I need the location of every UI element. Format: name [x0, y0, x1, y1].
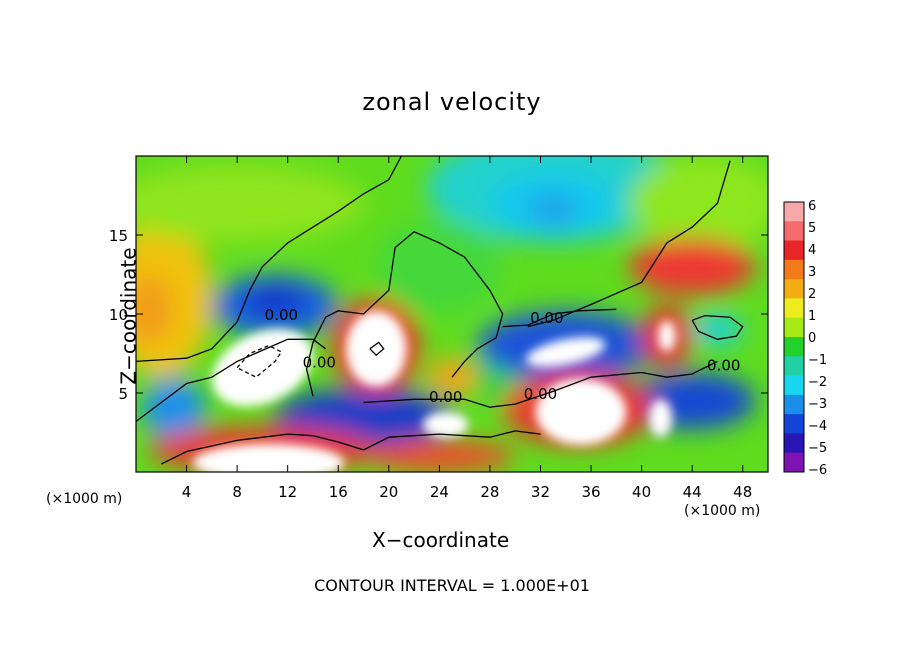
x-tick-label-11: 48	[733, 483, 752, 501]
colorbar-swatch-6	[784, 317, 804, 338]
blue-low-left	[142, 377, 206, 441]
contour-right-mid	[502, 308, 617, 328]
core-low-left	[212, 329, 313, 407]
colorbar-swatch-11	[784, 414, 804, 434]
x-unit-label-right: (×1000 m)	[684, 503, 761, 519]
core-high-bottom-right	[535, 378, 627, 446]
contour-label-2: 0.00	[429, 388, 462, 406]
x-tick-label-9: 40	[632, 483, 651, 501]
colorbar-label-6: 0	[808, 331, 816, 346]
contour-small-loop	[691, 314, 744, 340]
core-bottom-left	[192, 443, 345, 472]
colorbar-label-2: 4	[808, 243, 816, 258]
contour-small-circle	[369, 341, 385, 356]
red-upper-right	[628, 238, 756, 296]
contour-label-3: 0.00	[530, 309, 563, 327]
colorbar-label-0: 6	[808, 199, 816, 214]
warm-left-core	[136, 274, 174, 345]
colorbar-swatch-5	[784, 298, 804, 319]
contour-center-bulge	[305, 231, 504, 397]
cyan-deep	[527, 193, 579, 226]
x-tick-label-6: 28	[480, 483, 499, 501]
colorbar-swatch-1	[784, 221, 804, 242]
core-small-center	[422, 411, 469, 438]
contour-upper-left	[136, 156, 402, 363]
x-tick-label-0: 4	[182, 483, 192, 501]
x-tick-label-5: 24	[430, 483, 449, 501]
colorbar-label-8: −2	[808, 375, 827, 390]
colorbar-label-4: 2	[808, 287, 816, 302]
colorbar-label-3: 3	[808, 265, 816, 280]
colorbar-swatch-12	[784, 433, 804, 454]
colorbar-label-9: −3	[808, 397, 827, 412]
colorbar-swatch-4	[784, 279, 804, 299]
colorbar-swatch-8	[784, 356, 804, 377]
core-high-center	[345, 310, 407, 387]
colorbar-frame	[783, 201, 805, 473]
x-tick-label-10: 44	[683, 483, 702, 501]
y-tick-label-1: 10	[109, 306, 128, 324]
colorbar-label-10: −4	[808, 419, 827, 434]
velocity-field	[136, 156, 768, 472]
saturated-cores	[192, 310, 676, 472]
colorbar-label-7: −1	[808, 353, 827, 368]
core-right-small	[658, 320, 676, 352]
green-center	[376, 219, 503, 314]
x-tick-label-3: 16	[329, 483, 348, 501]
x-tick-label-7: 32	[531, 483, 550, 501]
colorbar-swatch-0	[784, 202, 804, 222]
y-axis-label: Z−coordinate	[116, 247, 141, 385]
colorbar-swatch-2	[784, 240, 804, 261]
colorbar-label-1: 5	[808, 221, 816, 236]
contour-lower-mid	[363, 360, 718, 408]
blue-core	[243, 285, 307, 318]
x-tick-label-8: 36	[581, 483, 600, 501]
colorbar-swatch-3	[784, 259, 804, 280]
contour-label-5: 0.00	[707, 357, 740, 375]
colorbar-label-12: −6	[808, 463, 827, 478]
contour-right-upper	[527, 160, 731, 328]
y-tick-label-0: 5	[118, 385, 128, 403]
contour-label-1: 0.00	[303, 353, 336, 371]
core-low-right	[526, 336, 606, 367]
x-axis-label: X−coordinate	[372, 528, 510, 552]
yellow-green-upper-right	[628, 156, 768, 251]
yellow-green-upper-left	[136, 163, 364, 243]
colorbar-label-5: 1	[808, 309, 816, 324]
contour-label-0: 0.00	[265, 306, 298, 324]
contour-blue-left	[136, 338, 326, 422]
colorbar-swatch-13	[784, 452, 804, 473]
colorbar-swatch-9	[784, 375, 804, 396]
cyan-small-right	[692, 314, 743, 346]
y-tick-label-2: 15	[109, 227, 128, 245]
x-tick-label-4: 20	[379, 483, 398, 501]
chart-title: zonal velocity	[362, 88, 542, 116]
contour-interval-note: CONTOUR INTERVAL = 1.000E+01	[314, 576, 590, 595]
colorbar: 6 5 4 3 2 1 0 −1 −2 −3 −4 −5 −6	[783, 199, 827, 478]
contour-lines: 0.00 0.00 0.00 0.00 0.00 0.00	[136, 156, 744, 465]
x-tick-label-2: 12	[278, 483, 297, 501]
colorbar-swatch-7	[784, 337, 804, 357]
colorbar-label-11: −5	[808, 441, 827, 456]
x-unit-label-left: (×1000 m)	[46, 491, 123, 507]
contour-bottom	[161, 430, 541, 465]
contour-label-4: 0.00	[524, 385, 557, 403]
x-tick-label-1: 8	[232, 483, 242, 501]
red-bottom-center	[363, 440, 516, 472]
core-right-lower	[649, 399, 672, 438]
colorbar-swatch-10	[784, 394, 804, 415]
